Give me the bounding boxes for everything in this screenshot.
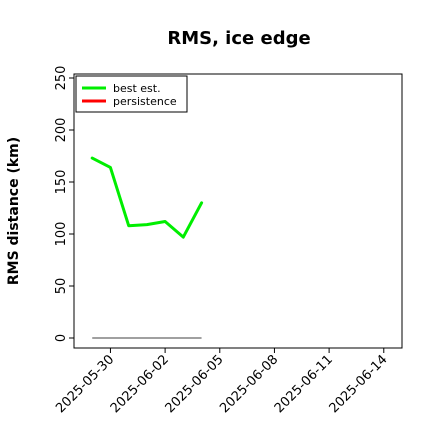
- legend-label: persistence: [113, 95, 177, 108]
- series-layer: [90, 156, 204, 339]
- legend-label: best est.: [113, 82, 161, 95]
- x-tick-label: 2025-06-14: [327, 352, 391, 416]
- y-axis: 0 50 100 150 200 250: [54, 66, 74, 342]
- y-tick-label: 200: [54, 118, 69, 143]
- legend-box: [75, 75, 188, 113]
- chart-title: RMS, ice edge: [167, 28, 310, 49]
- series-line-best-est: [90, 156, 204, 239]
- x-axis: 2025-05-302025-06-022025-06-052025-06-08…: [53, 348, 391, 416]
- y-axis-label: RMS distance (km): [6, 137, 22, 285]
- y-tick-label: 250: [54, 66, 69, 91]
- y-tick-label: 50: [54, 278, 69, 295]
- y-tick-label: 100: [54, 222, 69, 247]
- plot-area: [73, 73, 403, 349]
- legend: best est.persistence: [75, 75, 188, 113]
- y-tick-label: 0: [54, 334, 69, 342]
- y-tick-label: 150: [54, 170, 69, 195]
